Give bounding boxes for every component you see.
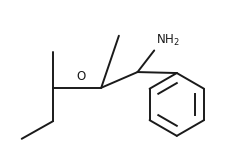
Text: NH$_2$: NH$_2$ bbox=[155, 33, 179, 48]
Text: O: O bbox=[76, 70, 85, 83]
